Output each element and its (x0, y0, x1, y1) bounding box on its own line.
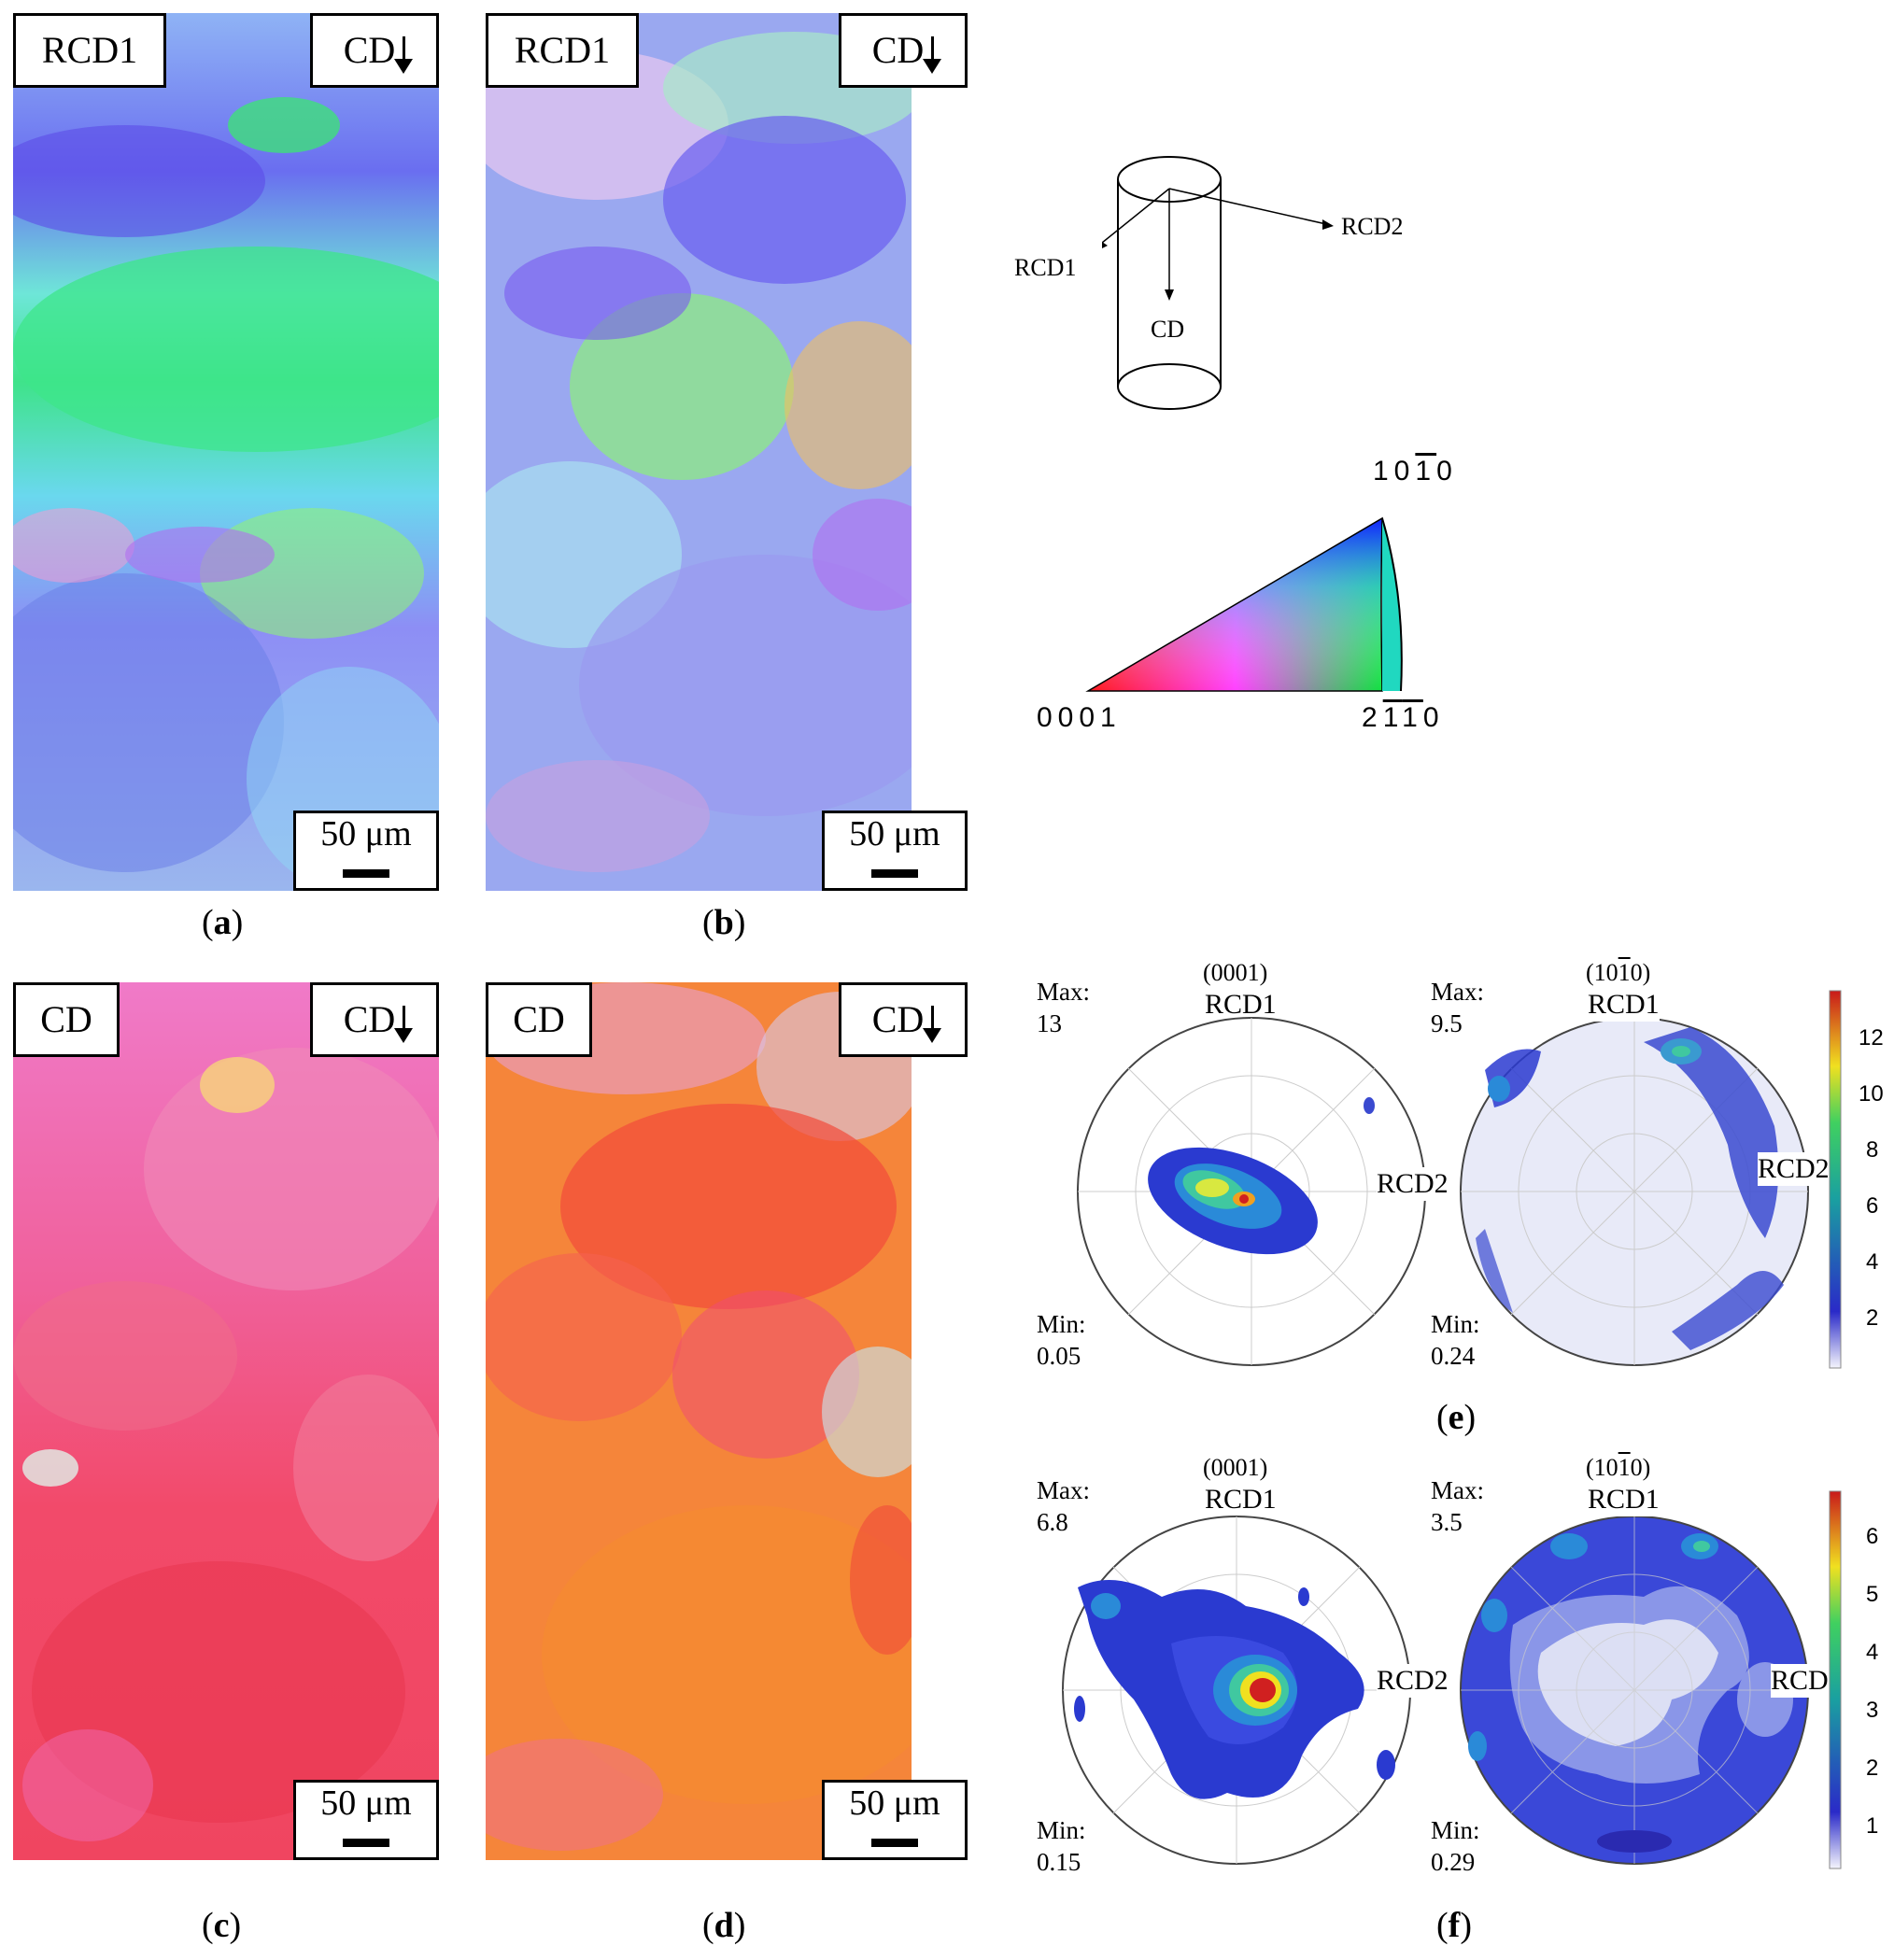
scale-bar-d: 50 μm (822, 1780, 968, 1860)
pole-figure-f-left-min: Min: 0.15 (1037, 1816, 1086, 1876)
ebsd-map-c (13, 982, 439, 1860)
direction-label-b: CD (839, 13, 968, 88)
colorbar-e-tick: 2 (1866, 1305, 1879, 1331)
pole-figure-f-left-plane: (0001) (1203, 1454, 1268, 1481)
ipf-key-right-label: 2110 (1362, 702, 1445, 733)
caption-c: (c) (202, 1906, 242, 1945)
pole-figure-f-right-plane: (1010) (1586, 1454, 1651, 1481)
direction-label-d: CD (839, 982, 968, 1057)
caption-d: (d) (702, 1906, 746, 1945)
pole-figure-e-left-side: RCD2 (1377, 1167, 1449, 1201)
colorbar-e-tick: 4 (1866, 1249, 1879, 1275)
direction-label-c: CD (310, 982, 439, 1057)
colorbar-f (1829, 1490, 1842, 1869)
scale-bar-a: 50 μm (293, 811, 439, 891)
colorbar-f-tick: 3 (1866, 1698, 1879, 1723)
pole-figure-f-0001 (1062, 1516, 1411, 1865)
colorbar-e-tick: 6 (1866, 1193, 1879, 1219)
ipf-key-top-label: 1010 (1373, 456, 1458, 486)
scale-bar-c: 50 μm (293, 1780, 439, 1860)
colorbar-f-tick: 1 (1866, 1813, 1879, 1839)
pole-figure-e-left-max: Max: 13 (1037, 978, 1090, 1037)
scale-bar-b: 50 μm (822, 811, 968, 891)
down-arrow-icon (923, 1006, 942, 1043)
pole-figure-f-right-top: RCD1 (1588, 1483, 1660, 1516)
pole-figure-e-1010 (1460, 1017, 1809, 1366)
direction-label-a: CD (310, 13, 439, 88)
ipf-key-left-label: 0001 (1037, 702, 1122, 733)
colorbar-e-tick: 8 (1866, 1137, 1879, 1163)
colorbar-f-tick: 5 (1866, 1582, 1879, 1607)
ebsd-map-d (486, 982, 912, 1860)
pole-figure-e-right-max: Max: 9.5 (1431, 978, 1484, 1037)
frame-label-b: RCD1 (486, 13, 639, 88)
down-arrow-icon (394, 36, 414, 74)
colorbar-e-tick: 10 (1859, 1081, 1884, 1107)
down-arrow-icon (394, 1006, 414, 1043)
pole-figure-f-right-min: Min: 0.29 (1431, 1816, 1480, 1876)
frame-label-c: CD (13, 982, 120, 1057)
schematic-cd-label: CD (1151, 316, 1185, 343)
pole-figure-e-left-top: RCD1 (1205, 989, 1277, 1020)
colorbar-f-tick: 6 (1866, 1524, 1879, 1549)
colorbar-f-tick: 4 (1866, 1640, 1879, 1665)
schematic-rcd1-label: RCD1 (1014, 254, 1077, 281)
ebsd-map-b (486, 13, 912, 891)
ipf-color-key-triangle (1085, 516, 1403, 692)
pole-figure-e-right-side: RCD2 (1758, 1152, 1830, 1186)
schematic-rcd2-label: RCD2 (1341, 213, 1404, 240)
caption-e: (e) (1436, 1398, 1477, 1437)
pole-figure-e-right-top: RCD1 (1588, 988, 1660, 1022)
pole-figure-f-right-max: Max: 3.5 (1431, 1476, 1484, 1536)
colorbar-e (1829, 990, 1842, 1369)
down-arrow-icon (923, 36, 942, 74)
caption-b: (b) (702, 903, 746, 942)
pole-figure-f-left-top: RCD1 (1205, 1484, 1277, 1515)
ebsd-map-a (13, 13, 439, 891)
pole-figure-e-right-plane: (1010) (1586, 959, 1651, 986)
colorbar-f-tick: 2 (1866, 1756, 1879, 1781)
caption-f: (f) (1436, 1906, 1472, 1945)
pole-figure-e-right-min: Min: 0.24 (1431, 1310, 1480, 1370)
frame-label-a: RCD1 (13, 13, 166, 88)
frame-label-d: CD (486, 982, 592, 1057)
sample-cylinder-diagram (1102, 156, 1334, 410)
pole-figure-e-0001 (1077, 1017, 1426, 1366)
pole-figure-e-left-min: Min: 0.05 (1037, 1310, 1086, 1370)
pole-figure-f-left-side: RCD2 (1377, 1664, 1449, 1698)
pole-figure-e-left-plane: (0001) (1203, 959, 1268, 986)
caption-a: (a) (202, 903, 244, 942)
colorbar-e-tick: 12 (1859, 1025, 1884, 1051)
pole-figure-f-1010 (1460, 1516, 1809, 1865)
pole-figure-f-left-max: Max: 6.8 (1037, 1476, 1090, 1536)
